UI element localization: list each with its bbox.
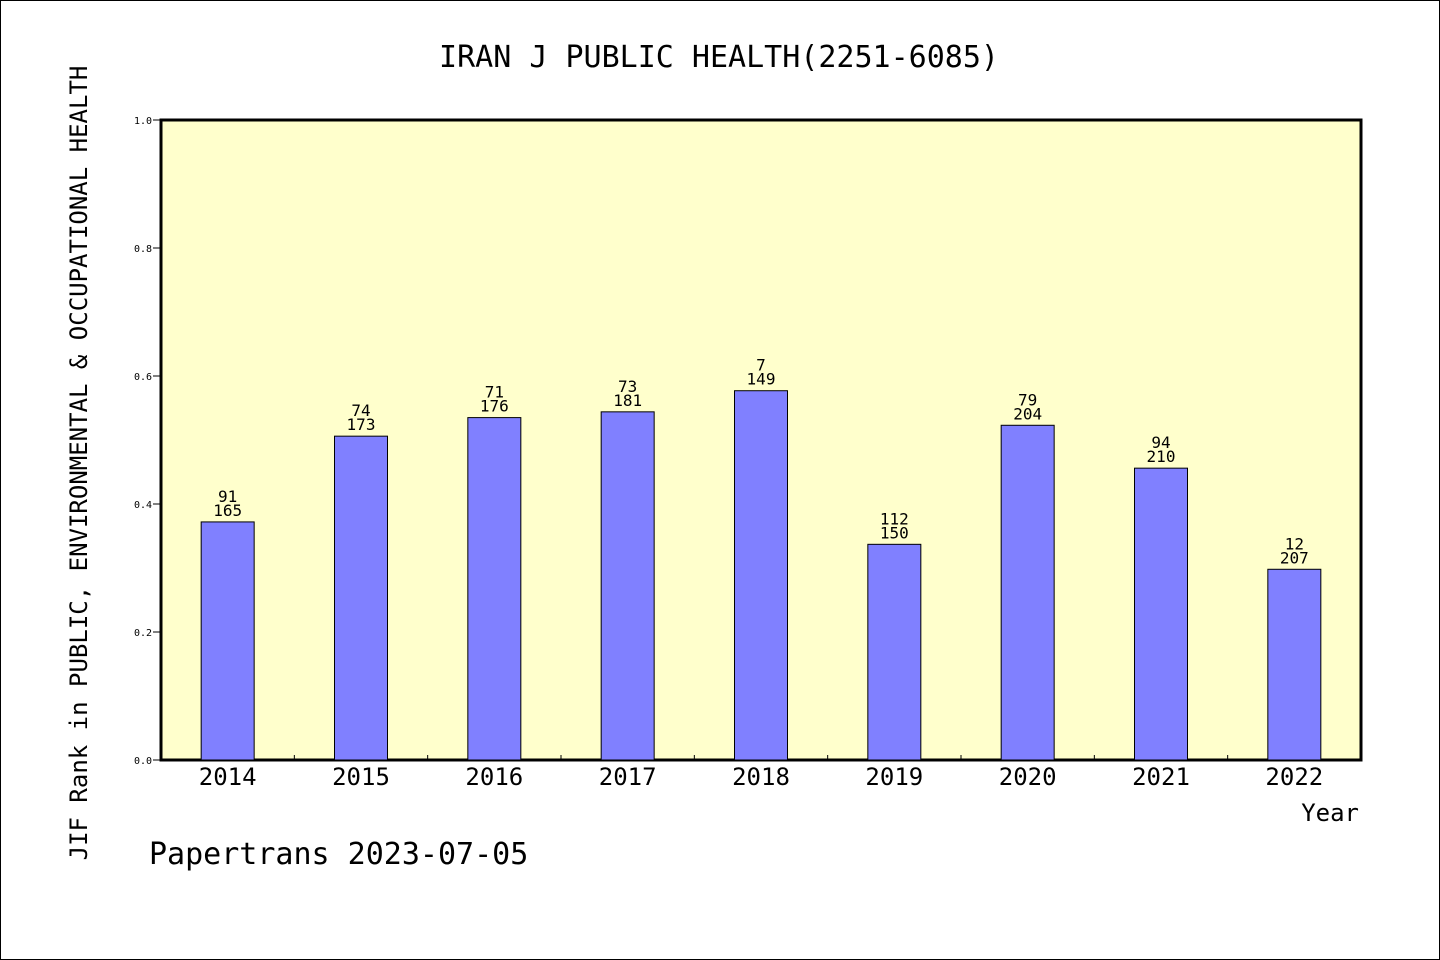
bar-2016 [467,417,522,761]
bar-2019 [867,543,922,761]
bar-2021 [1134,467,1188,761]
x-tick-label-2018: 2018 [732,763,790,791]
rank-label-2014: 91 [218,487,237,506]
y-tick-label: 0.6 [134,372,152,383]
total-label-2014: 165 [213,501,242,520]
rank-label-2021: 94 [1151,433,1170,452]
bar-2022 [1267,568,1322,761]
x-tick-label-2017: 2017 [599,763,657,791]
total-label-2018: 149 [747,370,776,389]
x-axis-label: Year [1301,799,1359,827]
rank-label-2020: 79 [1018,390,1037,409]
x-tick-label-2014: 2014 [199,763,257,791]
x-tick-label-2019: 2019 [865,763,923,791]
total-label-2017: 181 [613,391,642,410]
bar-2018 [734,390,788,761]
footer-credit: Papertrans 2023-07-05 [149,837,528,872]
y-tick-label: 0.4 [134,500,152,511]
y-axis-ticks: 0.0 0.2 0.4 0.6 0.8 1.0 [134,116,161,767]
rank-label-2022: 12 [1285,534,1304,553]
bars-layer [200,390,1322,761]
y-tick-label: 0.8 [134,244,152,255]
bar-2017 [600,411,655,761]
x-tick-label-2015: 2015 [332,763,390,791]
y-axis-label: JIF Rank in PUBLIC, ENVIRONMENTAL & OCCU… [65,66,93,861]
total-label-2022: 207 [1280,548,1309,567]
bar-2014 [200,521,255,761]
x-tick-label-2020: 2020 [999,763,1057,791]
bar-2015 [334,435,388,761]
x-tick-label-2022: 2022 [1265,763,1323,791]
bar-2020 [1000,424,1055,761]
rank-label-2016: 71 [485,383,504,402]
y-tick-label: 1.0 [134,116,152,127]
rank-label-2017: 73 [618,377,637,396]
total-label-2016: 176 [480,397,509,416]
y-tick-label: 0.2 [134,628,152,639]
x-axis-ticks: 2014 2015 2016 2017 2018 2019 2020 2021 2022 [199,755,1323,791]
x-tick-label-2021: 2021 [1132,763,1190,791]
rank-label-2015: 74 [351,401,370,420]
rank-label-2018: 7 [756,356,766,375]
chart-title: IRAN J PUBLIC HEALTH(2251-6085) [439,40,999,75]
total-label-2021: 210 [1147,447,1176,466]
total-label-2015: 173 [347,415,376,434]
y-tick-label: 0.0 [134,756,152,767]
total-label-2019: 150 [880,523,909,542]
rank-label-2019: 112 [880,509,909,528]
x-tick-label-2016: 2016 [465,763,523,791]
total-label-2020: 204 [1013,404,1042,423]
